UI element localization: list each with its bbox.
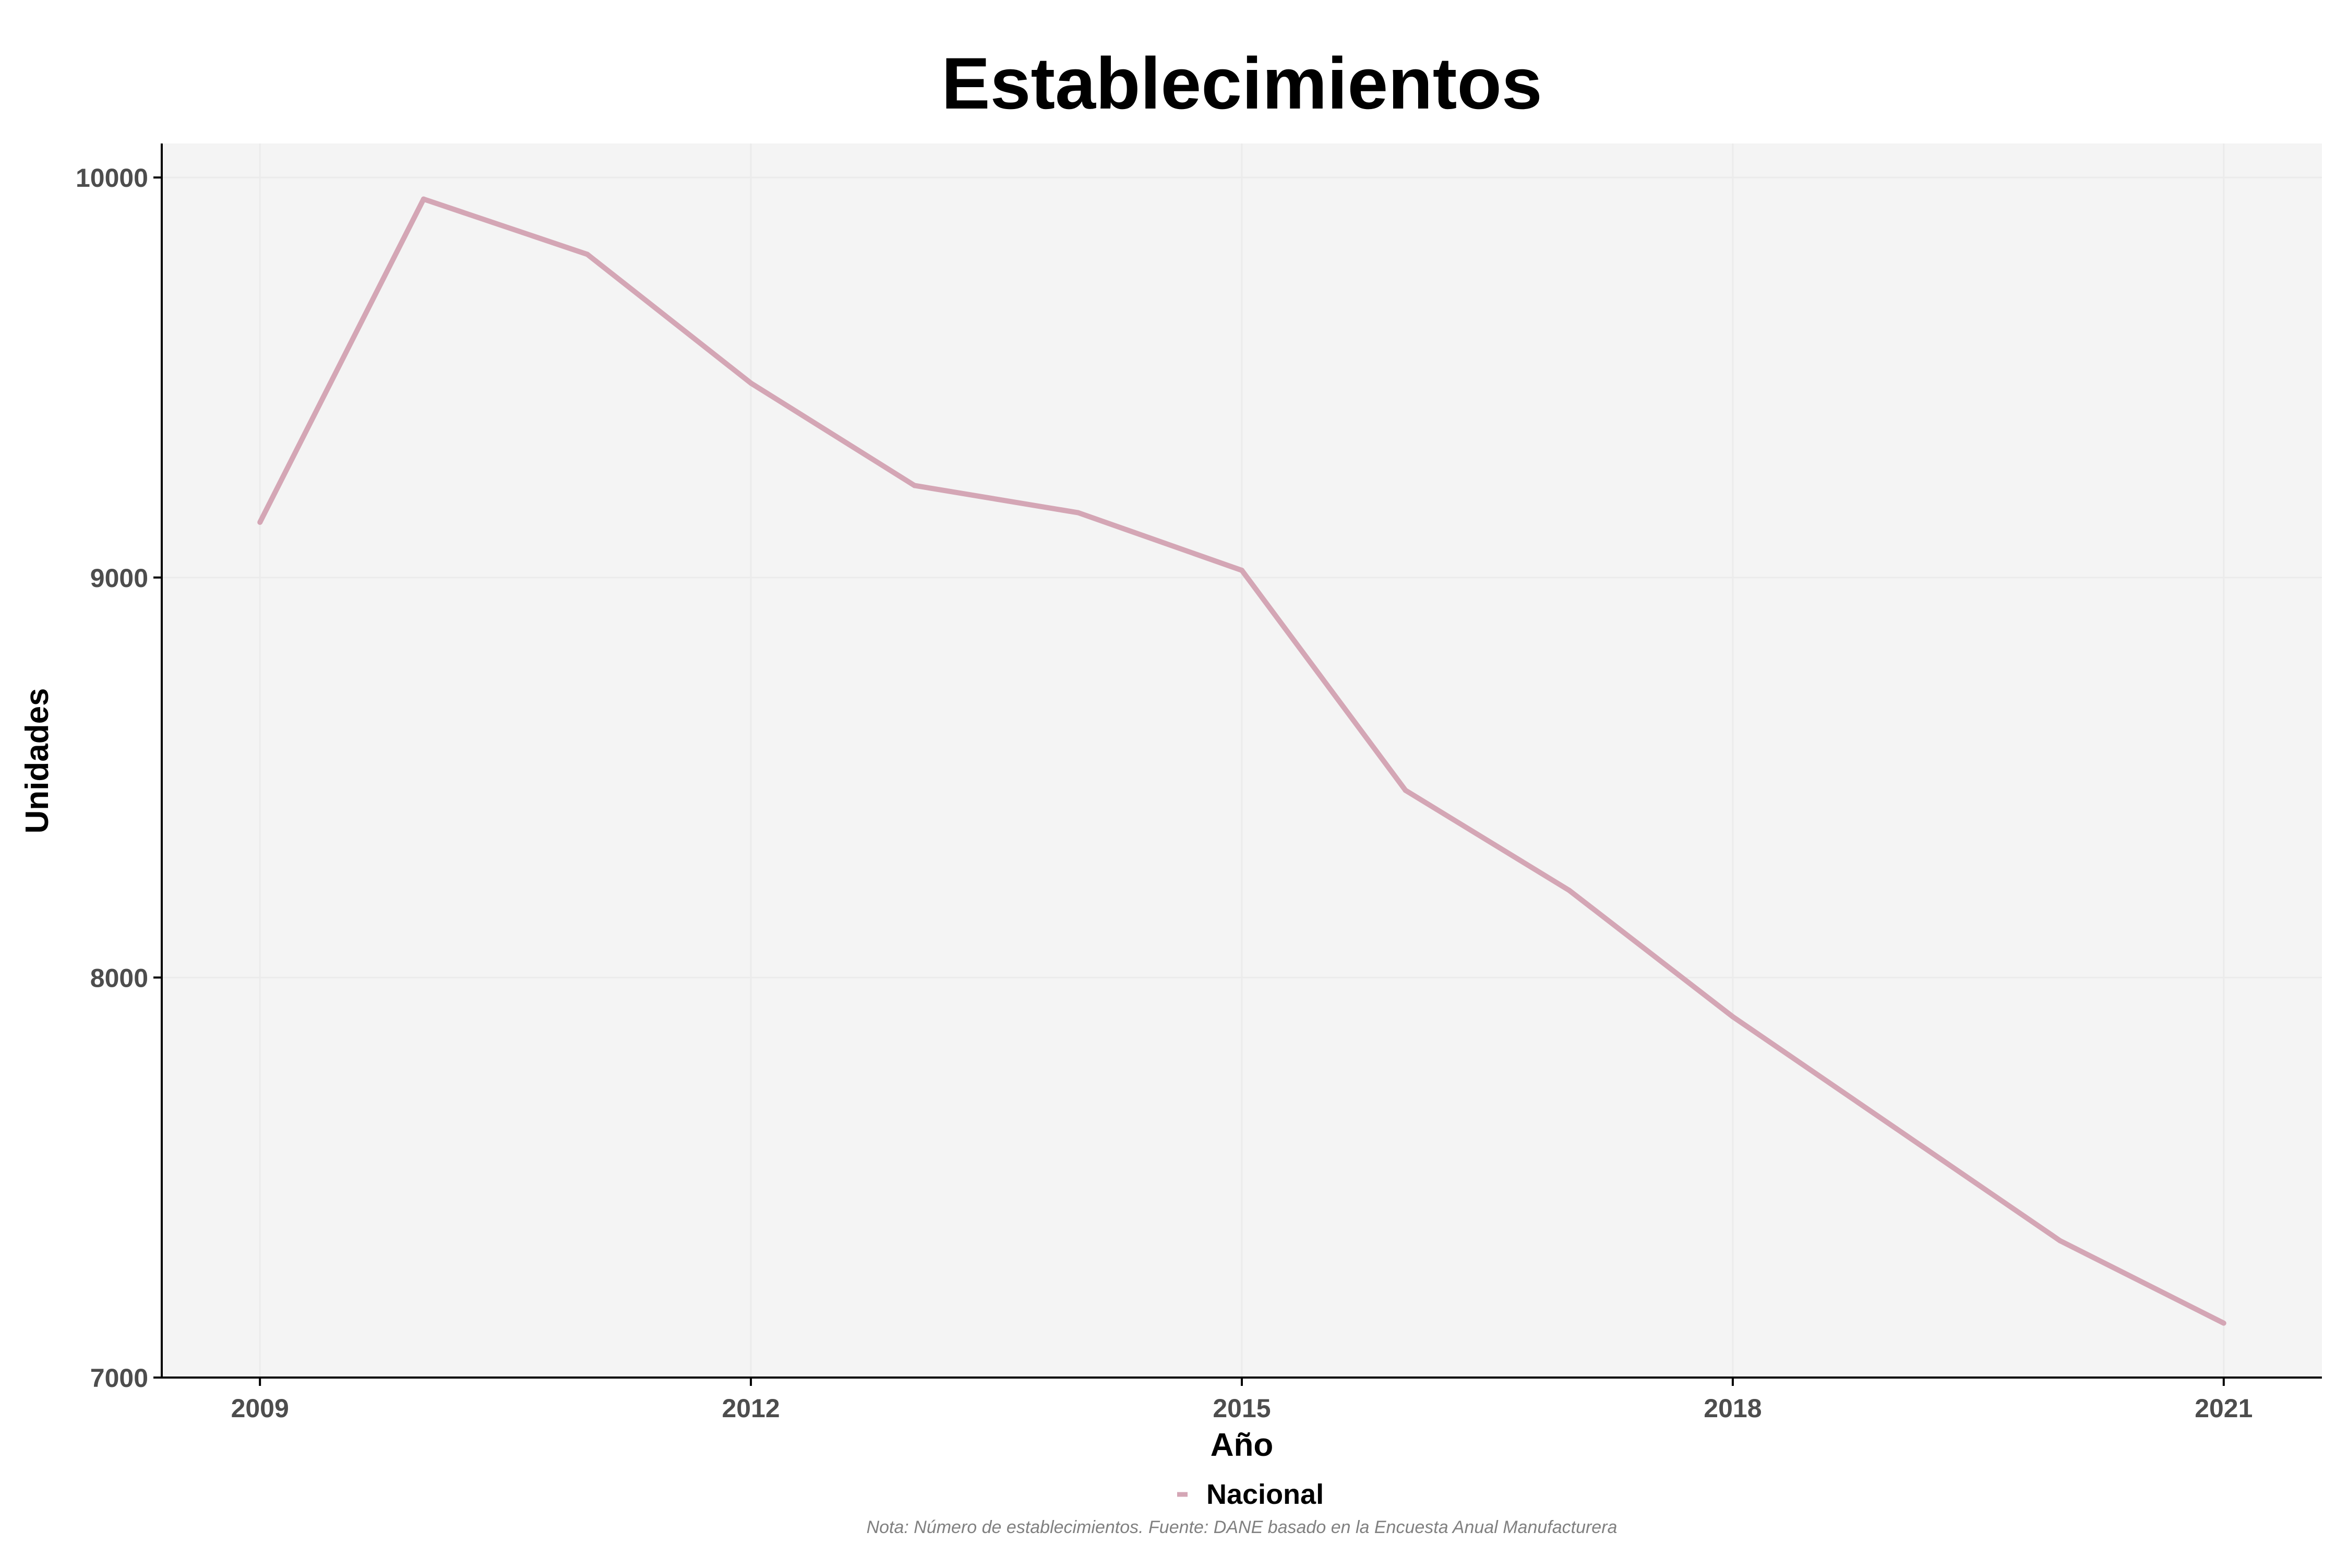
data-point [421, 196, 426, 202]
x-tick-label: 2021 [2195, 1394, 2253, 1423]
x-tick-label: 2012 [722, 1394, 780, 1423]
y-tick-label: 7000 [90, 1363, 148, 1393]
data-point [584, 252, 590, 257]
legend-label-nacional: Nacional [1206, 1479, 1324, 1510]
y-axis-ticks: 7000 8000 9000 10000 [76, 163, 162, 1393]
legend: Nacional [1177, 1479, 1324, 1510]
data-point [2057, 1238, 2063, 1243]
series-layer [257, 196, 2226, 1326]
chart-title: Establecimientos [941, 42, 1542, 124]
x-tick-label: 2009 [231, 1394, 289, 1423]
x-axis-ticks: 2009 2012 2015 2018 2021 [231, 1378, 2253, 1423]
y-tick-label: 10000 [76, 163, 148, 193]
data-point [257, 519, 263, 525]
y-tick-label: 8000 [90, 963, 148, 992]
x-axis-label: Año [1211, 1427, 1274, 1463]
x-tick-label: 2015 [1213, 1394, 1271, 1423]
data-point [1239, 567, 1244, 573]
data-point [1894, 1126, 1899, 1132]
source-note: Nota: Número de establecimientos. Fuente… [867, 1517, 1618, 1537]
y-tick-label: 9000 [90, 564, 148, 593]
data-point [912, 483, 917, 488]
data-point [2221, 1320, 2226, 1326]
data-point [1403, 787, 1408, 793]
data-point [1075, 510, 1081, 516]
x-tick-label: 2018 [1704, 1394, 1762, 1423]
data-point [1730, 1014, 1735, 1020]
y-axis-label: Unidades [19, 688, 55, 833]
data-point [1566, 888, 1572, 893]
data-point [748, 380, 754, 386]
